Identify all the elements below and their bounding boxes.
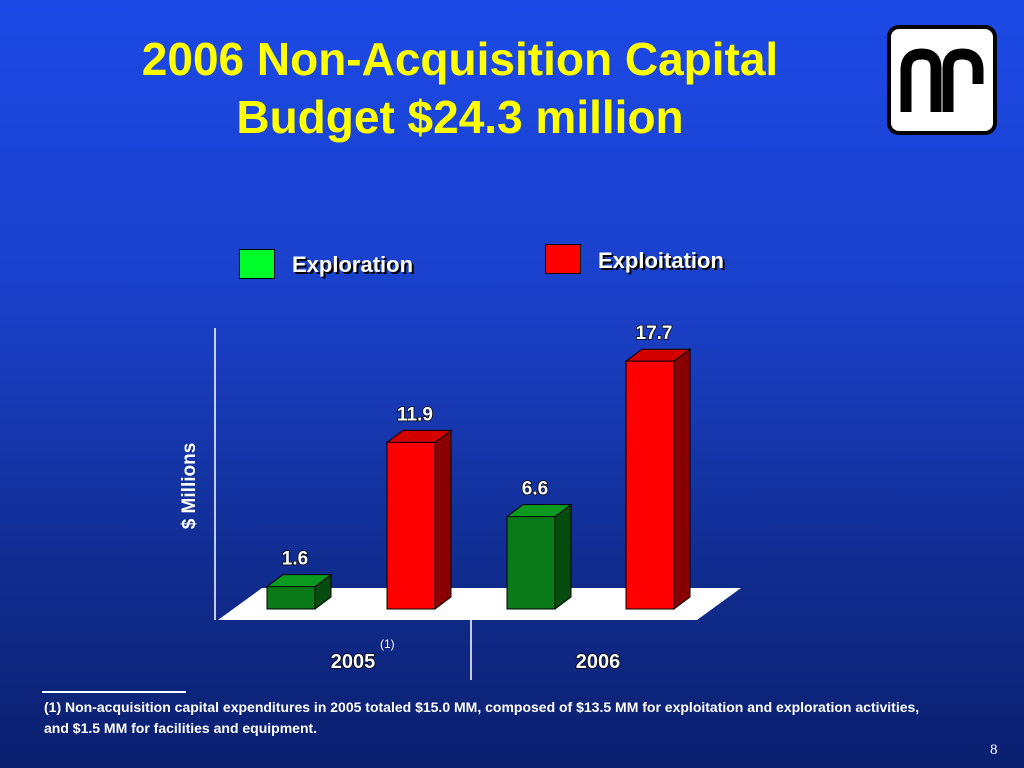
data-label: 1.6 [282, 549, 308, 570]
bar-front [625, 360, 675, 610]
legend-swatch-exploitation [545, 244, 581, 274]
page-title: 2006 Non-Acquisition Capital Budget $24.… [60, 30, 860, 146]
bar-exploitation-2006 [624, 348, 692, 610]
title-line-1: 2006 Non-Acquisition Capital [141, 33, 779, 85]
bar-side [554, 503, 572, 610]
bar-exploitation-2005 [385, 429, 453, 610]
data-label: 17.7 [636, 323, 673, 344]
bar-side [673, 348, 691, 610]
bar-exploration-2006 [505, 503, 573, 610]
data-label: 11.9 [397, 404, 433, 425]
data-label: 6.6 [522, 479, 548, 500]
chart-floor [218, 588, 741, 620]
page-number: 8 [990, 742, 998, 758]
x-tick-footnote-marker: (1) [380, 637, 395, 651]
legend-swatch-exploration [239, 249, 275, 279]
legend-label-exploration: Exploration [292, 252, 414, 277]
bar-front [506, 516, 556, 610]
bar-front [266, 586, 316, 610]
bar-front [386, 441, 436, 610]
title-line-2: Budget $24.3 million [236, 91, 684, 143]
x-tick-label-2006: 2006 [576, 651, 621, 673]
company-logo-icon [886, 24, 998, 136]
bar-exploration-2005 [265, 573, 333, 610]
footnote: (1) Non-acquisition capital expenditures… [44, 699, 920, 736]
legend-label-exploitation: Exploitation [598, 248, 724, 273]
bar-side [434, 429, 452, 610]
footnote-rule [42, 691, 186, 693]
x-tick-label-2005: 2005 [331, 651, 376, 673]
